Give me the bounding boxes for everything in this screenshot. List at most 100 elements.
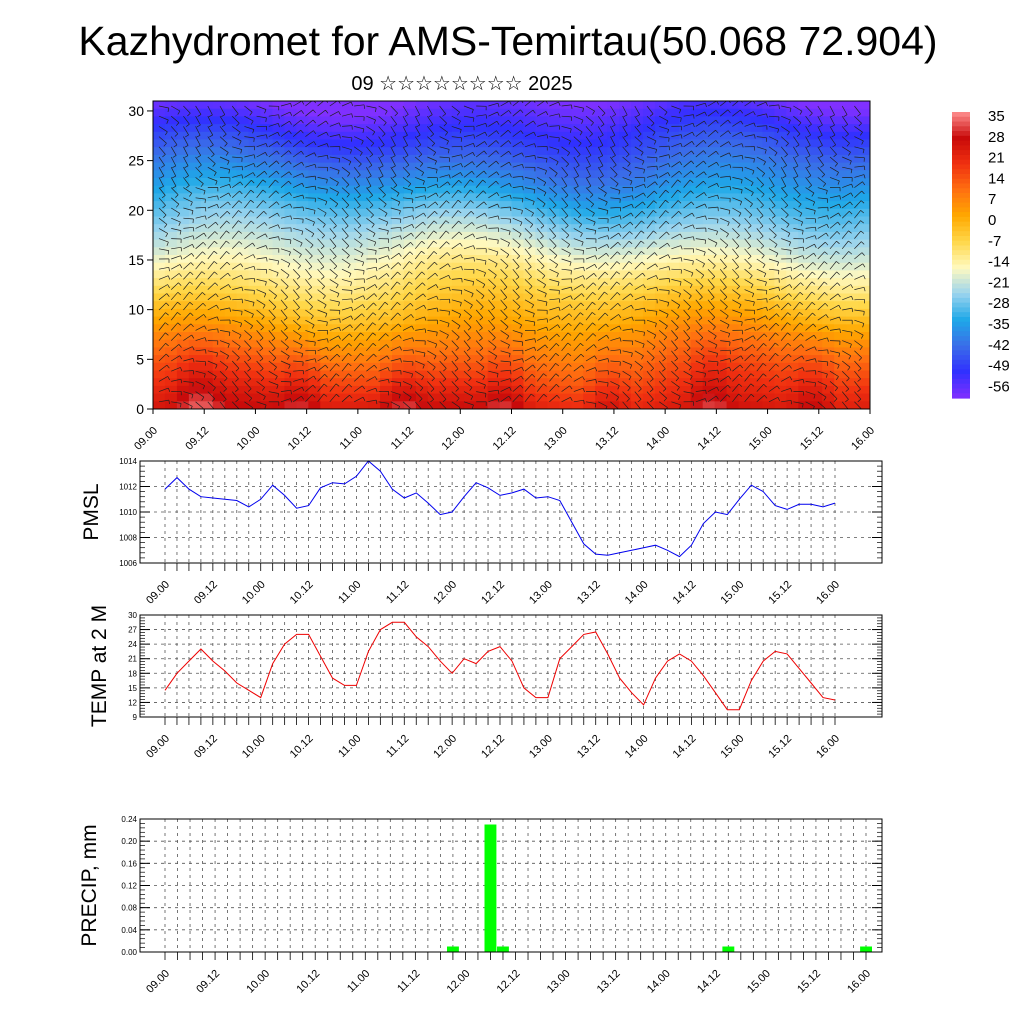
wind-barb-feather: [506, 335, 510, 340]
heat-cell: [810, 316, 823, 325]
wind-barb-feather: [393, 185, 398, 189]
wind-barb-feather: [496, 121, 500, 125]
wind-barb-feather: [228, 169, 231, 174]
heat-cell: [176, 324, 190, 333]
wind-barb: [451, 231, 460, 239]
heat-cell: [559, 301, 572, 310]
heat-cell: [583, 201, 596, 210]
wind-barb: [207, 360, 218, 366]
wind-barb-feather: [174, 133, 179, 137]
wind-barb: [256, 299, 266, 306]
heat-cell: [547, 124, 560, 133]
wind-barb: [231, 401, 240, 409]
wind-barb: [268, 170, 277, 178]
wind-barb-feather: [397, 312, 401, 316]
heat-cell: [439, 393, 453, 402]
heat-cell: [439, 308, 453, 318]
heat-cell: [762, 285, 775, 295]
heat-cell: [344, 208, 357, 218]
heat-cell: [607, 224, 620, 233]
wind-barb: [475, 150, 485, 158]
wind-barb-feather: [168, 400, 170, 405]
wind-barb-feather: [433, 240, 438, 244]
wind-barb: [158, 177, 164, 187]
wind-barb-feather: [599, 145, 604, 148]
wind-barb-feather: [565, 225, 569, 229]
heat-cell: [798, 101, 811, 110]
wind-barb: [512, 375, 522, 382]
wind-barb: [500, 161, 510, 168]
wind-barb-feather: [628, 172, 632, 176]
wind-barb-feather: [589, 194, 594, 198]
heat-cell: [726, 154, 740, 164]
wind-barb-feather: [208, 124, 213, 128]
wind-barb: [195, 251, 203, 260]
wind-barb-feather: [253, 266, 256, 271]
wind-barb-feather: [229, 184, 232, 189]
heat-cell: [487, 124, 501, 133]
heat-cell: [595, 231, 608, 241]
heat-cell: [535, 224, 548, 233]
wind-barb-feather: [261, 316, 265, 320]
wind-barb: [244, 277, 255, 280]
wind-barb-feather: [471, 222, 475, 226]
wind-barb: [610, 337, 621, 341]
wind-barb: [158, 156, 165, 166]
heat-cell: [380, 401, 393, 409]
heat-cell: [714, 278, 728, 287]
heat-cell: [595, 293, 608, 302]
wind-barb: [244, 289, 255, 291]
wind-barb-feather: [508, 395, 512, 400]
heat-cell: [702, 154, 716, 164]
wind-barb: [244, 115, 254, 122]
wind-barb-feather: [399, 244, 402, 249]
wind-barb: [354, 268, 365, 271]
heat-cell: [451, 201, 465, 210]
wind-barb-feather: [445, 210, 450, 214]
heat-cell: [846, 216, 859, 225]
heat-cell: [308, 201, 321, 210]
wind-barb: [427, 360, 436, 368]
heat-cell: [523, 193, 536, 202]
wind-barb-feather: [424, 195, 427, 200]
wind-barb: [170, 273, 180, 280]
heat-cell: [176, 293, 190, 302]
heat-cell: [690, 101, 704, 110]
wind-barb: [317, 289, 326, 297]
wind-barb-feather: [372, 312, 377, 316]
heat-cell: [212, 324, 226, 333]
heat-cell: [726, 139, 740, 148]
wind-barb: [549, 146, 560, 151]
wind-barb-feather: [301, 395, 304, 400]
heat-cell: [439, 239, 453, 248]
heat-cell: [858, 139, 870, 148]
heat-cell: [439, 247, 453, 256]
heat-cell: [774, 355, 787, 364]
wind-barb: [329, 197, 339, 205]
wind-barb: [414, 146, 423, 155]
heat-cell: [415, 124, 429, 133]
heat-cell: [153, 278, 166, 287]
heat-cell: [296, 301, 309, 310]
wind-barb-feather: [542, 203, 546, 208]
wind-barb: [341, 279, 352, 283]
wind-barb: [280, 340, 289, 348]
wind-barb: [280, 192, 290, 199]
wind-barb-feather: [247, 388, 252, 392]
heat-cell: [427, 385, 441, 395]
wind-barb-feather: [531, 304, 535, 309]
heat-cell: [296, 324, 309, 333]
heat-cell: [750, 170, 764, 179]
wind-barb-feather: [541, 265, 545, 270]
wind-barb-feather: [386, 355, 390, 360]
heat-cell: [153, 208, 166, 218]
heat-cell: [571, 347, 584, 356]
wind-barb-feather: [350, 282, 352, 286]
wind-barb-feather: [443, 123, 447, 127]
wind-barb: [353, 177, 360, 186]
wind-barb: [536, 383, 544, 392]
heat-cell: [439, 108, 453, 117]
heat-cell: [236, 332, 250, 341]
heat-cell: [153, 301, 166, 310]
heat-cell: [475, 285, 489, 295]
